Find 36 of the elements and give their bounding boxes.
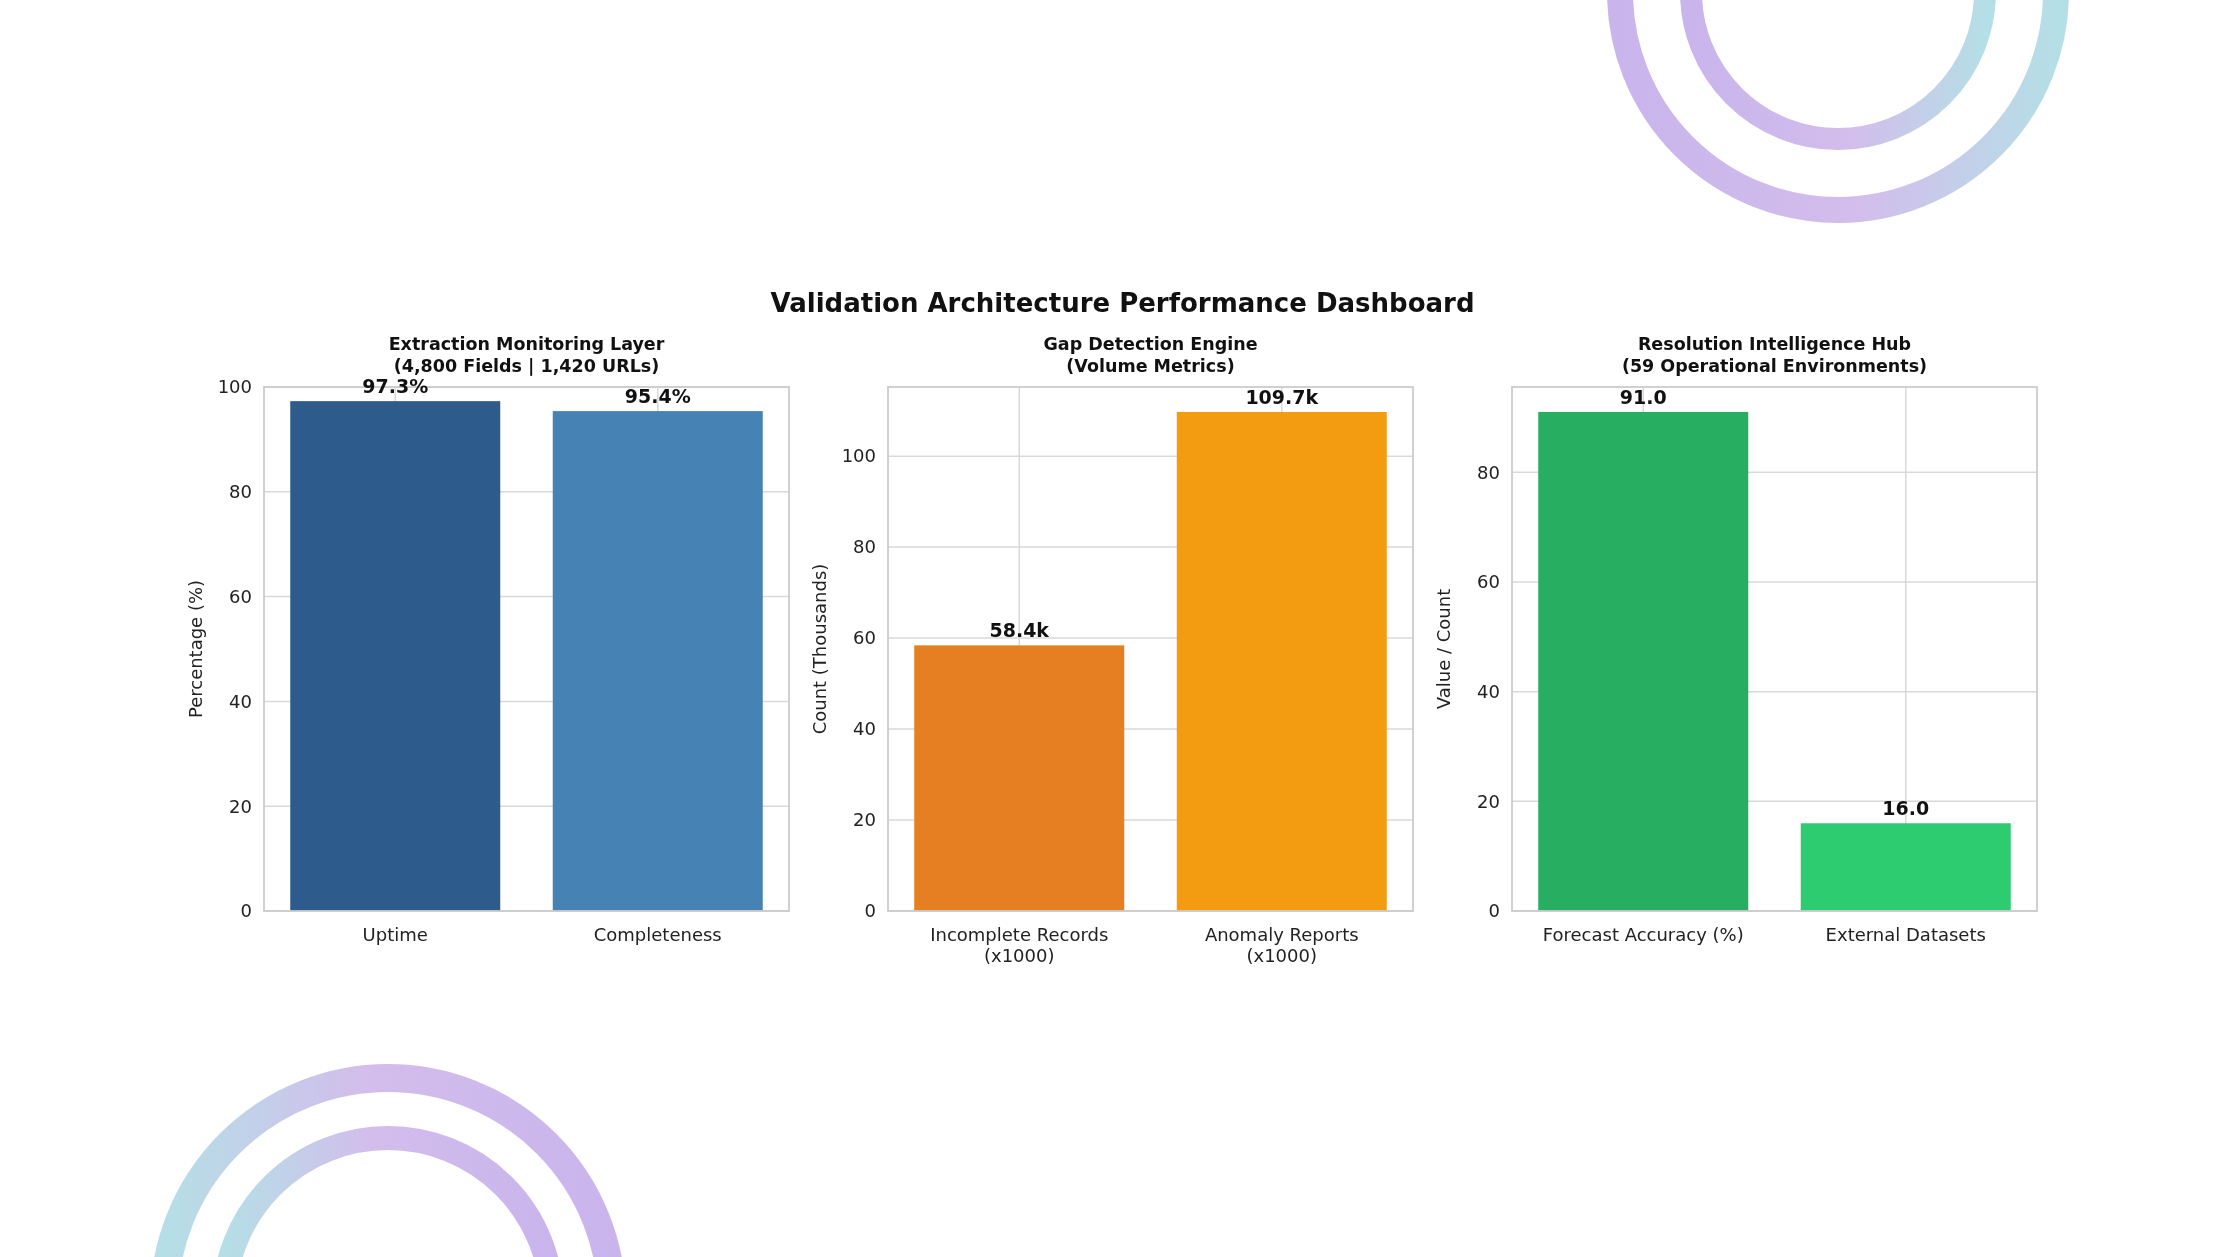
y-tick-label: 80 xyxy=(1477,461,1500,483)
y-tick-label: 0 xyxy=(240,900,252,922)
data-label: 58.4k xyxy=(989,619,1050,642)
y-tick-label: 0 xyxy=(1488,900,1500,922)
x-tick-label: Incomplete Records (x1000) xyxy=(930,924,1109,966)
y-tick-label: 60 xyxy=(1477,571,1500,593)
chart-title: Gap Detection Engine (Volume Metrics) xyxy=(1043,334,1258,376)
x-tick-label: Anomaly Reports (x1000) xyxy=(1204,924,1359,966)
y-tick-label: 40 xyxy=(1477,680,1500,702)
data-label: 97.3% xyxy=(362,375,429,398)
y-tick-label: 20 xyxy=(1477,790,1500,812)
chart-title: Resolution Intelligence Hub (59 Operational Environments) xyxy=(1621,334,1928,376)
y-tick-label: 80 xyxy=(853,536,876,558)
y-axis-title: Count (Thousands) xyxy=(809,563,830,735)
data-label: 16.0 xyxy=(1882,797,1930,820)
data-label: 109.7k xyxy=(1245,386,1319,409)
x-tick-label: Forecast Accuracy (%) xyxy=(1542,924,1744,945)
y-tick-label: 100 xyxy=(217,376,252,398)
y-tick-label: 60 xyxy=(229,585,252,607)
x-tick-label: External Datasets xyxy=(1825,924,1986,945)
y-tick-label: 0 xyxy=(864,900,876,922)
y-tick-label: 20 xyxy=(229,795,252,817)
x-tick-label: Uptime xyxy=(362,924,428,945)
data-label: 91.0 xyxy=(1619,385,1667,408)
y-tick-label: 100 xyxy=(841,445,876,467)
text: Validation Architecture Performance Dashboard xyxy=(770,288,1475,318)
y-axis-title: Value / Count xyxy=(1433,588,1454,710)
y-tick-label: 60 xyxy=(853,627,876,649)
y-axis-title: Percentage (%) xyxy=(185,579,206,719)
data-label: 95.4% xyxy=(624,385,691,408)
y-tick-label: 40 xyxy=(853,718,876,740)
x-tick-label: Completeness xyxy=(593,924,722,945)
y-tick-label: 20 xyxy=(853,809,876,831)
y-tick-label: 40 xyxy=(229,690,252,712)
y-tick-label: 80 xyxy=(229,481,252,503)
chart-title: Extraction Monitoring Layer (4,800 Fields | 1,420 URLs) xyxy=(388,334,665,376)
